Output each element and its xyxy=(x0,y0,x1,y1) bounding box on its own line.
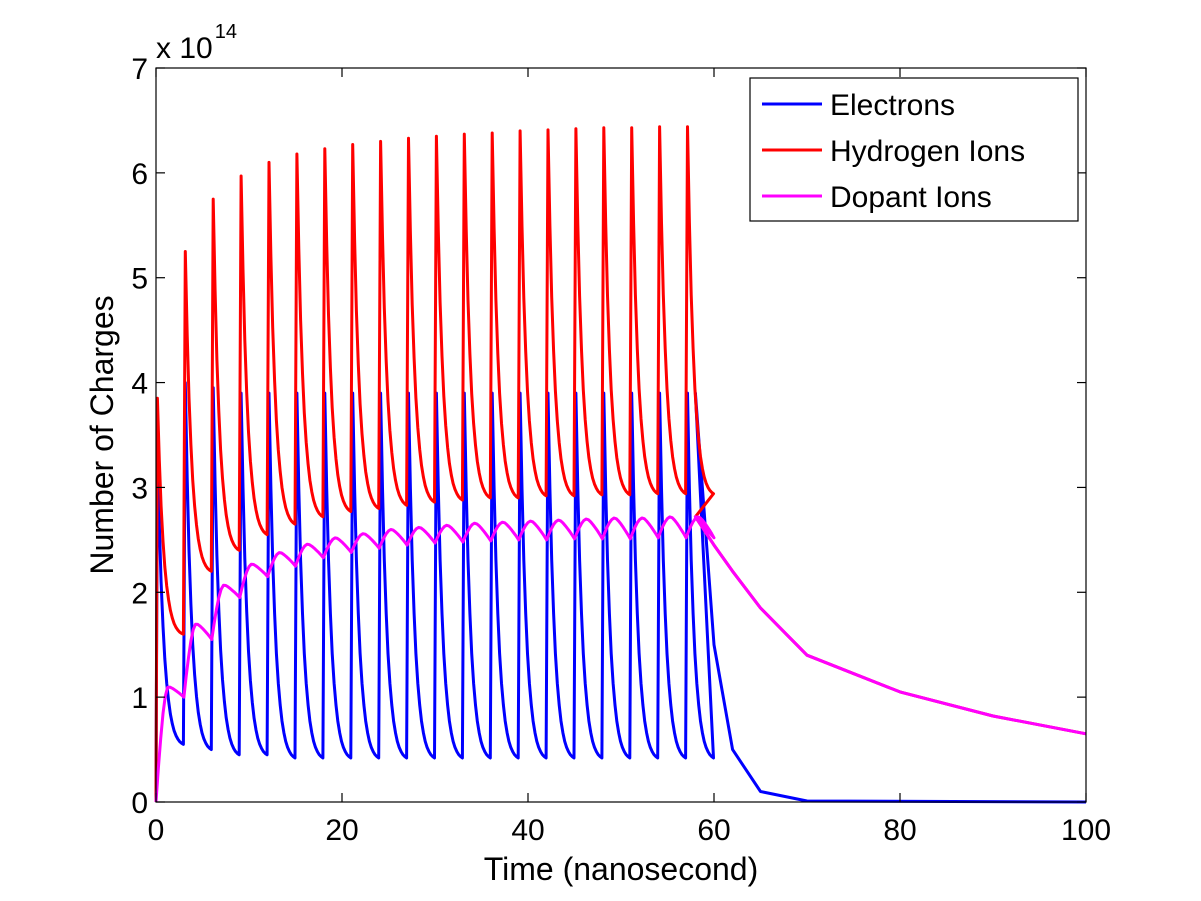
x-tick-label: 80 xyxy=(883,814,916,847)
plot-frame xyxy=(155,67,1087,803)
y-tick-label: 7 xyxy=(131,53,148,86)
ticks-layer: 0 20 40 60 80 100 0 1 2 3 4 5 6 7 xyxy=(131,53,1111,847)
series-line-hydrogen-ions xyxy=(154,125,1087,803)
x-axis-label: Time (nanosecond) xyxy=(484,851,759,887)
x-tick-label: 20 xyxy=(325,814,358,847)
series-line-electrons xyxy=(154,381,1087,804)
y-tick-label: 1 xyxy=(131,682,148,715)
y-tick-label: 4 xyxy=(131,368,148,401)
legend-label-hydrogen-ions: Hydrogen Ions xyxy=(830,135,1025,168)
legend: Electrons Hydrogen Ions Dopant Ions xyxy=(749,77,1079,222)
x-tick-label: 60 xyxy=(697,814,730,847)
y-tick-label: 3 xyxy=(131,472,148,505)
y-scale-multiplier: x 10 xyxy=(156,32,213,65)
y-scale-exponent: 14 xyxy=(215,21,237,43)
y-tick-label: 0 xyxy=(131,787,148,820)
x-tick-label: 100 xyxy=(1061,814,1111,847)
x-tick-label: 0 xyxy=(148,814,165,847)
legend-label-dopant-ions: Dopant Ions xyxy=(830,181,992,214)
series-layer xyxy=(154,125,1087,804)
y-tick-label: 2 xyxy=(131,577,148,610)
x-tick-label: 40 xyxy=(511,814,544,847)
legend-label-electrons: Electrons xyxy=(830,89,955,122)
y-tick-label: 6 xyxy=(131,158,148,191)
y-axis-label: Number of Charges xyxy=(84,295,120,574)
series-line-dopant-ions xyxy=(154,515,1087,803)
y-tick-label: 5 xyxy=(131,263,148,296)
